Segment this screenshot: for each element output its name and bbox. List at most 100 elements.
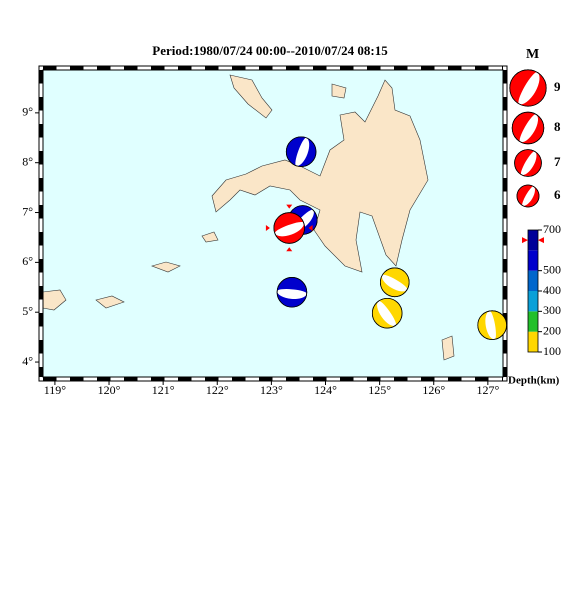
frame-check xyxy=(39,232,43,246)
magnitude-legend-item xyxy=(511,111,545,145)
depth-color-band xyxy=(528,331,538,352)
lon-tick-label: 120° xyxy=(98,383,121,397)
basilan xyxy=(201,231,219,243)
bohol xyxy=(331,83,347,99)
frame-check xyxy=(503,232,507,246)
frame-check xyxy=(340,377,354,381)
ball-outline xyxy=(285,136,317,167)
frame-check xyxy=(39,286,43,300)
frame-check xyxy=(367,377,381,381)
frame-check xyxy=(502,377,503,381)
focal-mechanism xyxy=(265,204,313,252)
frame-check xyxy=(39,259,43,273)
frame-check xyxy=(259,377,273,381)
ball-outline xyxy=(477,310,507,340)
frame-check xyxy=(394,377,408,381)
frame-check xyxy=(259,66,273,70)
frame-check xyxy=(39,340,43,354)
magnitude-legend-label: 9 xyxy=(554,79,561,94)
frame-check xyxy=(313,377,327,381)
frame-check xyxy=(70,66,84,70)
frame-check xyxy=(151,66,165,70)
lon-tick-label: 125° xyxy=(368,383,391,397)
focal-mechanism xyxy=(380,267,410,298)
frame-check xyxy=(70,377,84,381)
ball-lobe xyxy=(522,186,539,207)
frame-check xyxy=(39,97,43,111)
ball-lobe xyxy=(477,311,495,340)
ball-lobe xyxy=(517,185,534,206)
frame-check xyxy=(421,66,435,70)
focal-mechanism xyxy=(285,136,317,167)
frame-check xyxy=(503,70,507,84)
frame-check xyxy=(503,286,507,300)
frame-check xyxy=(39,151,43,165)
frame-check xyxy=(367,66,381,70)
ball-lobe xyxy=(520,114,544,144)
highlight-marker xyxy=(286,204,293,209)
ball-lobe xyxy=(512,112,536,142)
focal-mechanism xyxy=(371,297,403,329)
frame-check xyxy=(124,377,138,381)
frame-check xyxy=(503,205,507,219)
frame-check xyxy=(503,151,507,165)
frame-check xyxy=(39,178,43,192)
depth-tick-label: 500 xyxy=(543,262,561,276)
magnitude-legend-item xyxy=(516,184,540,208)
frame-check xyxy=(502,66,503,70)
depth-color-band xyxy=(528,291,538,312)
ball-lobe xyxy=(380,275,408,297)
frame-check xyxy=(232,377,246,381)
map-frame xyxy=(38,65,508,382)
ball-outline xyxy=(514,149,542,177)
highlight-marker xyxy=(286,247,293,252)
ball-lobe xyxy=(489,310,507,340)
depth-color-band xyxy=(528,250,538,271)
title: Period:1980/07/24 00:00--2010/07/24 08:1… xyxy=(152,43,388,58)
frame-check xyxy=(39,367,43,377)
ball-lobe xyxy=(277,277,307,294)
highlight-marker xyxy=(308,224,313,231)
depth-color-band xyxy=(528,230,538,251)
frame-check xyxy=(503,367,507,377)
frame-check xyxy=(448,66,462,70)
frame-check xyxy=(178,66,192,70)
lat-tick-label: 5° xyxy=(22,304,33,318)
magnitude-legend-label: 7 xyxy=(554,154,561,169)
magnitude-legend-label: 6 xyxy=(554,187,561,202)
frame-check xyxy=(124,66,138,70)
ball-lobe xyxy=(372,301,396,329)
ball-lobe xyxy=(286,136,307,166)
depth-tick-label: 200 xyxy=(543,323,561,337)
land xyxy=(42,74,455,361)
ball-outline xyxy=(380,267,410,298)
ball-lobe xyxy=(273,212,304,234)
depth-tick-label: 300 xyxy=(543,303,561,317)
depth-color-band xyxy=(528,311,538,332)
lon-tick-label: 127° xyxy=(476,383,499,397)
frame-check xyxy=(503,124,507,138)
lon-tick-label: 121° xyxy=(152,383,175,397)
magnitude-legend-item xyxy=(509,69,547,107)
frame-check xyxy=(503,340,507,354)
ball-outline xyxy=(371,297,403,329)
frame-check xyxy=(43,66,57,70)
frame-outline xyxy=(38,65,508,382)
ball-lobe xyxy=(518,72,547,107)
ball-lobe xyxy=(378,298,402,326)
frame-check xyxy=(503,178,507,192)
frame-check xyxy=(205,377,219,381)
focal-mechanism xyxy=(477,310,507,340)
ball-outline xyxy=(511,111,545,145)
frame-check xyxy=(503,97,507,111)
negros xyxy=(229,74,273,119)
lon-tick-label: 119° xyxy=(44,383,67,397)
depth-tick-label: 700 xyxy=(543,222,561,236)
ball-outline xyxy=(516,184,540,208)
ball-lobe xyxy=(521,151,542,177)
focal-mechanism xyxy=(276,277,308,308)
sea xyxy=(43,70,503,377)
frame-check xyxy=(421,377,435,381)
ball-lobe xyxy=(277,290,307,308)
